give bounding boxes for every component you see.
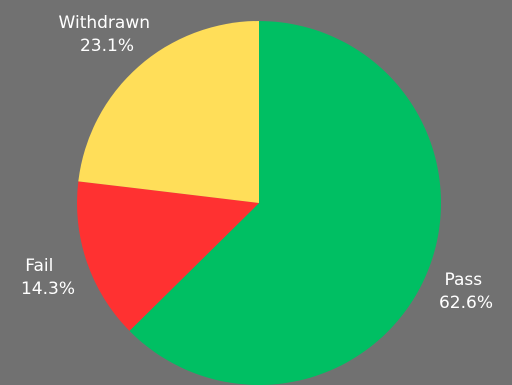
slice-label-fail-name: Fail xyxy=(25,256,53,276)
slice-label-fail: Fail 14.3% xyxy=(21,256,75,299)
slice-label-fail-percent: 14.3% xyxy=(21,279,75,299)
pie-slice-withdrawn xyxy=(78,21,259,203)
pie-slice-pass xyxy=(129,21,442,385)
slice-label-withdrawn-name: Withdrawn xyxy=(59,13,150,33)
slice-label-withdrawn: Withdrawn 23.1% xyxy=(59,13,156,56)
slice-label-pass-percent: 62.6% xyxy=(439,293,493,313)
slice-label-withdrawn-percent: 23.1% xyxy=(80,36,134,56)
pie-slice-fail xyxy=(77,181,259,331)
slice-label-pass: Pass 62.6% xyxy=(439,270,493,313)
pie-slices xyxy=(77,21,442,385)
slice-label-pass-name: Pass xyxy=(444,270,482,290)
